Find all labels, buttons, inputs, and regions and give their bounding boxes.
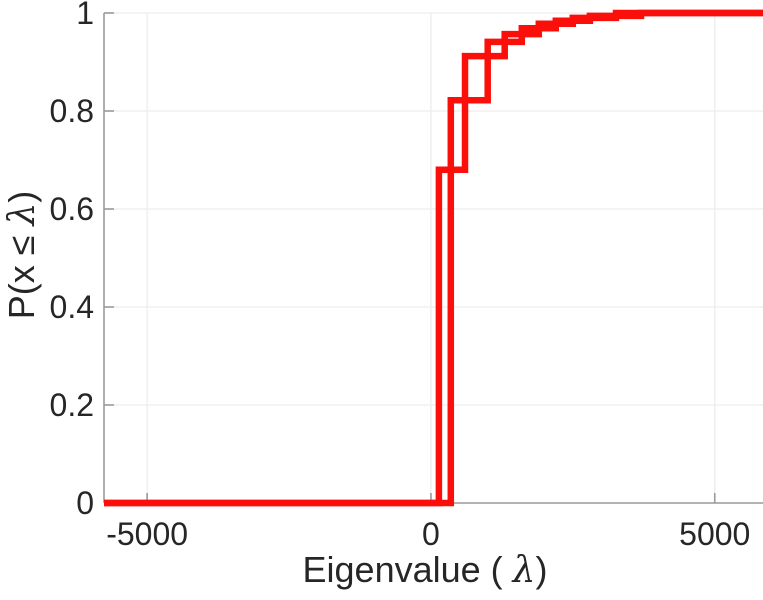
ecdf-curve-1: [104, 9, 763, 507]
x-axis-lambda-symbol: λ: [512, 550, 536, 591]
x-tick-label: 5000: [679, 516, 750, 552]
y-axis-label-suffix: ): [1, 190, 42, 203]
y-axis-lambda-symbol: λ: [2, 202, 43, 226]
y-axis-label-prefix: P(x ≤: [1, 225, 42, 320]
y-tick-label: 0: [76, 485, 94, 521]
x-axis-label: Eigenvalue ( λ): [225, 550, 625, 591]
y-tick-label: 0.8: [50, 93, 94, 129]
ecdf-curve-2: [104, 9, 763, 507]
x-tick-label: -5000: [106, 516, 188, 552]
y-tick-label: 0.2: [50, 387, 94, 423]
y-tick-label: 0.6: [50, 191, 94, 227]
x-axis-label-suffix: ): [535, 549, 548, 590]
x-tick-label: 0: [422, 516, 440, 552]
x-axis-label-prefix: Eigenvalue (: [302, 549, 513, 590]
y-tick-label: 1: [76, 0, 94, 31]
y-axis-label: P(x ≤ λ): [1, 153, 43, 357]
y-tick-label: 0.4: [50, 289, 94, 325]
